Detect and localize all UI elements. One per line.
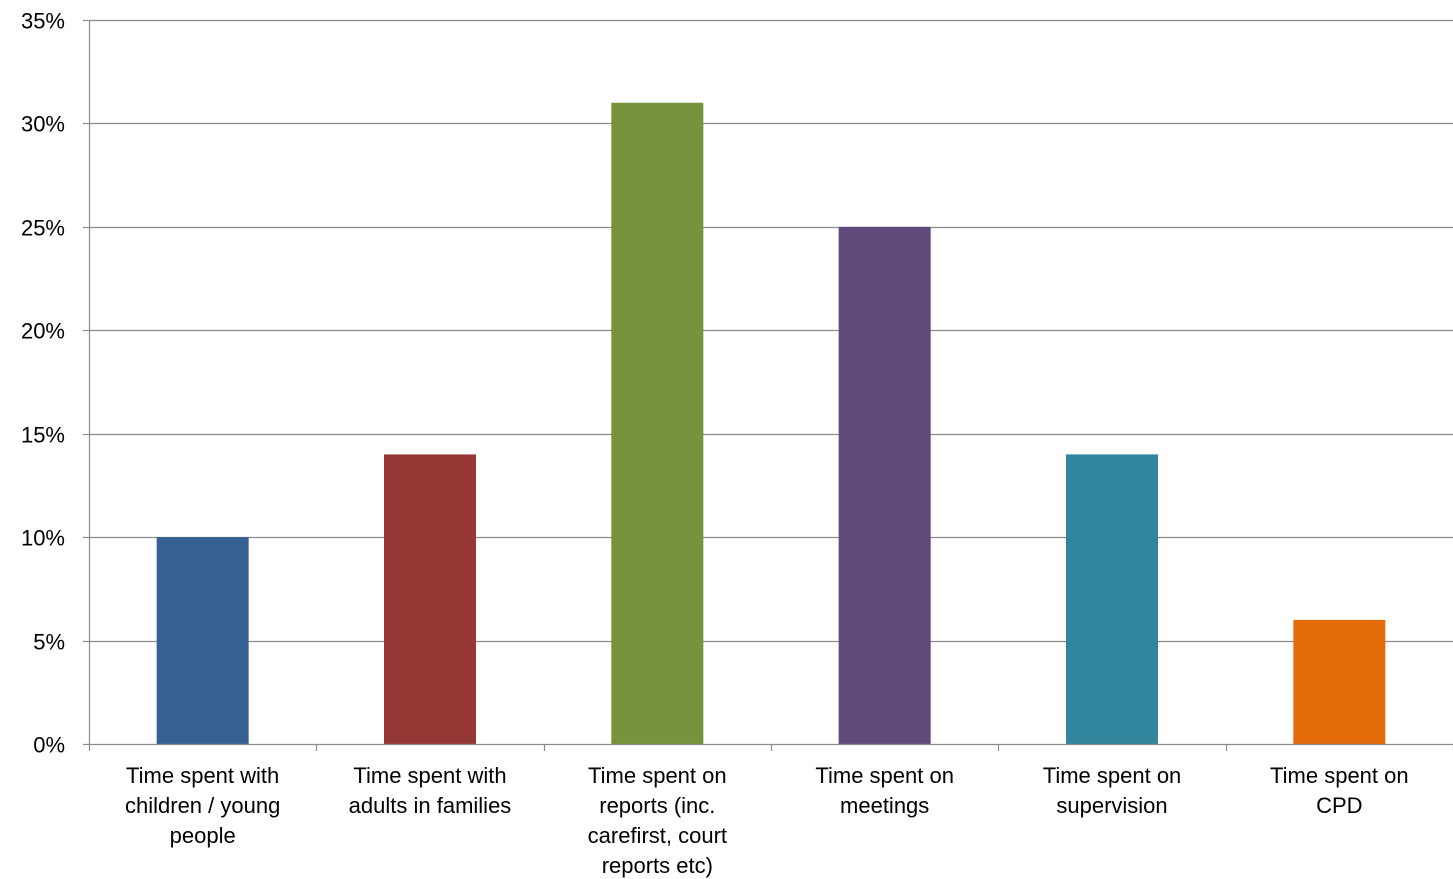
x-category-label: Time spent on CPD [1270,763,1409,818]
y-tick-label: 35% [21,9,65,34]
y-tick-label: 25% [21,216,65,241]
bar [384,454,476,744]
y-tick-label: 20% [21,319,65,344]
x-category-label: Time spent with adults in families [349,763,512,818]
y-tick-label: 30% [21,112,65,137]
bars [156,102,1386,744]
y-tick-label: 10% [21,526,65,551]
bar [156,537,249,744]
bar [1293,619,1386,744]
x-category-label: Time spent on supervision [1043,763,1182,818]
y-tick-labels: 0% 5% 10% 15% 20% 25% 30% 35% [21,9,65,758]
bar [838,226,931,744]
y-tick-label: 15% [21,423,65,448]
y-tick-label: 0% [33,733,65,758]
x-category-labels: Time spent with children / young people Tim… [125,763,1409,878]
x-category-label: Time spent on meetings [815,763,954,818]
x-category-label: Time spent with children / young people [125,763,280,848]
y-tick-label: 5% [33,630,65,655]
axes [83,19,1453,751]
bar [611,102,704,744]
bar [1066,454,1158,744]
gridlines [89,19,1453,643]
x-category-label: Time spent on reports (inc. carefirst, cou… [588,763,727,878]
